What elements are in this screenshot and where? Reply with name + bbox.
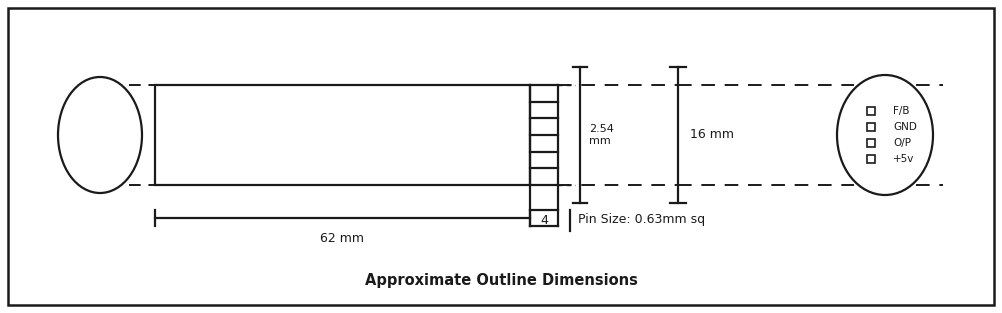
- Text: F/B: F/B: [893, 106, 910, 116]
- Text: +5v: +5v: [893, 154, 915, 164]
- Text: O/P: O/P: [893, 138, 911, 148]
- Bar: [155, 85, 530, 185]
- Text: 4: 4: [540, 213, 548, 227]
- Text: 16 mm: 16 mm: [690, 129, 734, 141]
- Text: Pin Size: 0.63mm sq: Pin Size: 0.63mm sq: [578, 213, 705, 227]
- Bar: [867, 155, 875, 163]
- Bar: [867, 123, 875, 131]
- Ellipse shape: [837, 75, 933, 195]
- Ellipse shape: [58, 77, 142, 193]
- Text: Approximate Outline Dimensions: Approximate Outline Dimensions: [365, 273, 637, 288]
- Text: 2.54
mm: 2.54 mm: [589, 124, 614, 146]
- Bar: [867, 107, 875, 115]
- Text: GND: GND: [893, 122, 917, 132]
- Bar: [867, 139, 875, 147]
- Text: 62 mm: 62 mm: [321, 232, 365, 245]
